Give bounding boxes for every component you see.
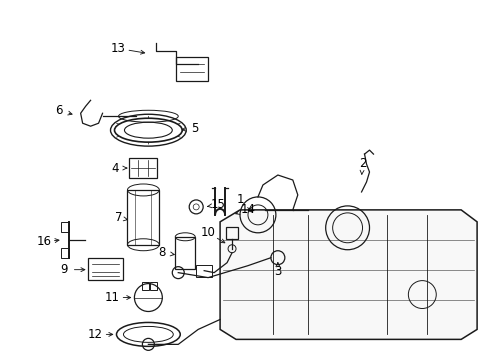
Text: 12: 12	[88, 328, 103, 341]
Bar	[175, 237, 195, 269]
Text: 1: 1	[236, 193, 244, 206]
Bar	[225, 227, 238, 239]
Text: 8: 8	[158, 246, 165, 259]
Text: 3: 3	[274, 265, 281, 278]
Text: 6: 6	[55, 104, 62, 117]
Text: 16: 16	[36, 235, 51, 248]
Text: 9: 9	[60, 263, 67, 276]
Text: 11: 11	[105, 291, 120, 304]
Text: 5: 5	[191, 122, 199, 135]
Text: 2: 2	[358, 157, 366, 170]
Text: 4: 4	[112, 162, 119, 175]
Bar	[142, 282, 149, 289]
Bar	[127, 190, 159, 245]
Bar	[150, 282, 157, 289]
Bar	[129, 158, 157, 178]
Polygon shape	[220, 210, 476, 339]
Text: 13: 13	[111, 42, 126, 55]
Text: 10: 10	[200, 226, 215, 239]
Text: 14: 14	[240, 203, 255, 216]
Bar	[176, 58, 208, 81]
Bar	[196, 265, 212, 276]
Text: 15: 15	[210, 198, 225, 211]
Bar	[61, 222, 68, 232]
Bar	[61, 248, 68, 258]
Text: 7: 7	[115, 211, 122, 224]
Bar	[87, 258, 123, 280]
